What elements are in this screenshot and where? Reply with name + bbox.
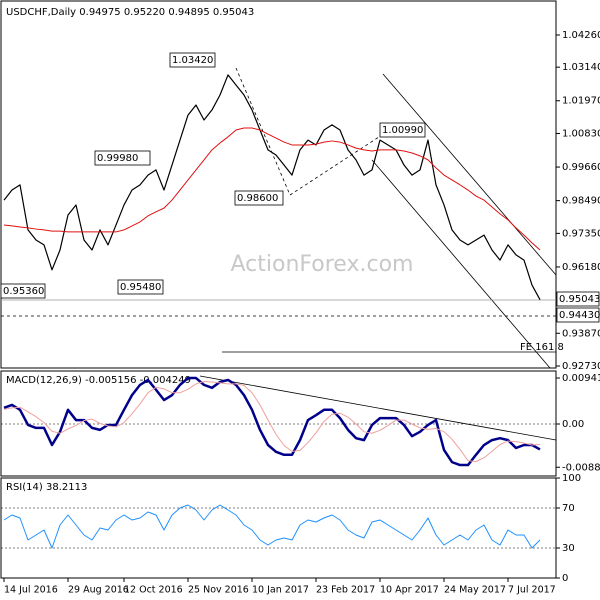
rsi-panel (0, 477, 557, 579)
annotation: 0.95043 (559, 294, 600, 305)
x-tick-label: 12 Oct 2016 (124, 585, 183, 596)
annotation: 0.95480 (120, 282, 161, 293)
channel-lower (371, 159, 551, 369)
y-tick-label: 0.009411 (562, 373, 600, 384)
y-tick-label: 0.00 (562, 419, 584, 430)
annotation-box (379, 122, 426, 138)
annotation: 0.95360 (3, 286, 44, 297)
x-tick-label: 25 Nov 2016 (188, 585, 249, 596)
y-tick-label: 30 (562, 543, 575, 554)
panel-title: RSI(14) 38.2113 (6, 482, 87, 493)
annotation: FE 161.8 (520, 342, 564, 353)
price-panel (0, 0, 557, 369)
y-tick-label: 0.99660 (562, 162, 600, 173)
annotation-box (169, 52, 216, 68)
y-tick-label: 0.98490 (562, 196, 600, 207)
panel-title: MACD(12,26,9) -0.005156 -0.004249 (6, 375, 191, 386)
x-tick-label: 29 Aug 2016 (68, 585, 129, 596)
x-tick-label: 7 Jul 2017 (508, 585, 556, 596)
y-tick-label: 1.00830 (562, 128, 600, 139)
x-tick-label: 23 Feb 2017 (316, 585, 375, 596)
x-tick-label: 24 May 2017 (444, 585, 506, 596)
y-tick-label: 0.97350 (562, 228, 600, 239)
annotation: 0.99980 (97, 153, 138, 164)
annotation: 0.98600 (237, 193, 278, 204)
annotation-box (94, 150, 151, 166)
series-line (3, 376, 541, 467)
y-tick-label: 0 (562, 573, 568, 584)
series-line (3, 380, 541, 463)
fib-line (235, 67, 291, 196)
annotation-box (0, 283, 46, 299)
x-tick-label: 10 Jan 2017 (252, 585, 309, 596)
annotation: 0.94430 (559, 310, 600, 321)
fib-line (289, 132, 386, 196)
y-tick-label: -0.008852 (562, 462, 600, 473)
x-tick-label: 10 Apr 2017 (380, 585, 439, 596)
y-tick-label: 1.04260 (562, 30, 600, 41)
y-tick-label: 0.96180 (562, 262, 600, 273)
annotation-box (556, 291, 600, 307)
annotation-box (117, 279, 164, 295)
y-tick-label: 1.03140 (562, 62, 600, 73)
y-tick-label: 0.92730 (562, 361, 600, 372)
channel-upper (382, 73, 557, 276)
series-line (3, 74, 541, 300)
panel-title: USDCHF,Daily 0.94975 0.95220 0.94895 0.9… (6, 7, 254, 18)
annotation: 1.03420 (172, 55, 213, 66)
y-tick-label: 1.01970 (562, 96, 600, 107)
annotation-box (234, 190, 284, 206)
y-tick-label: 100 (562, 473, 581, 484)
x-tick-label: 14 Jul 2016 (4, 585, 58, 596)
macd-trend-line (199, 375, 557, 441)
series-line (3, 127, 541, 251)
y-tick-label: 0.93870 (562, 328, 600, 339)
series-line (3, 504, 541, 549)
annotation-box (556, 307, 600, 323)
watermark: ActionForex.com (231, 252, 414, 277)
annotation: 1.00990 (382, 125, 423, 136)
y-tick-label: 70 (562, 503, 575, 514)
